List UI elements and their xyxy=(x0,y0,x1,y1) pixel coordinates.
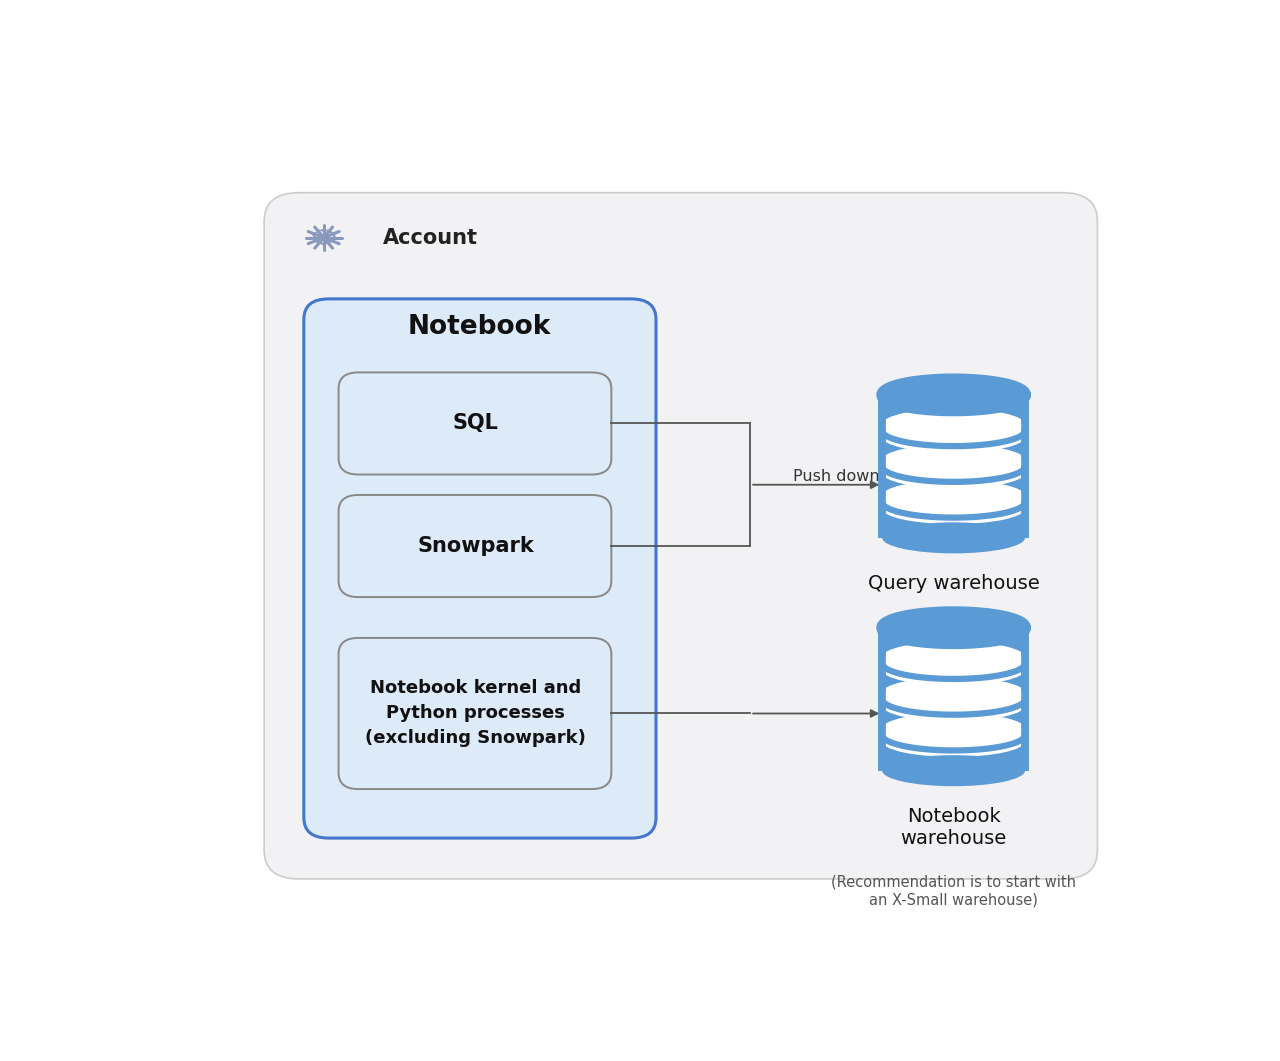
Text: Push down: Push down xyxy=(792,469,879,485)
Bar xyxy=(882,729,1025,742)
Text: Query warehouse: Query warehouse xyxy=(868,574,1039,593)
Ellipse shape xyxy=(882,755,1025,786)
Ellipse shape xyxy=(882,421,1025,453)
FancyBboxPatch shape xyxy=(264,193,1097,879)
Ellipse shape xyxy=(882,612,1025,643)
FancyBboxPatch shape xyxy=(303,299,657,838)
Ellipse shape xyxy=(882,445,1025,475)
Text: Notebook kernel and
Python processes
(excluding Snowpark): Notebook kernel and Python processes (ex… xyxy=(365,679,586,747)
Bar xyxy=(882,628,1025,770)
Ellipse shape xyxy=(882,408,1025,439)
Bar xyxy=(882,424,1025,437)
Bar xyxy=(882,495,1025,508)
Text: Notebook: Notebook xyxy=(408,314,552,341)
Ellipse shape xyxy=(882,677,1025,709)
FancyBboxPatch shape xyxy=(338,372,612,474)
Ellipse shape xyxy=(882,690,1025,721)
Text: Account: Account xyxy=(383,228,479,247)
Ellipse shape xyxy=(882,642,1025,673)
Text: (Recommendation is to start with
an X-Small warehouse): (Recommendation is to start with an X-Sm… xyxy=(831,875,1076,907)
Bar xyxy=(882,693,1025,706)
Ellipse shape xyxy=(882,713,1025,744)
Ellipse shape xyxy=(882,493,1025,524)
Text: Snowpark: Snowpark xyxy=(417,536,534,556)
Ellipse shape xyxy=(882,380,1025,411)
Ellipse shape xyxy=(882,522,1025,554)
Ellipse shape xyxy=(882,726,1025,756)
Ellipse shape xyxy=(882,457,1025,488)
Ellipse shape xyxy=(882,481,1025,511)
Bar xyxy=(882,395,1025,538)
Ellipse shape xyxy=(882,655,1025,685)
Text: Notebook
warehouse: Notebook warehouse xyxy=(900,807,1007,848)
Bar xyxy=(882,459,1025,473)
FancyBboxPatch shape xyxy=(338,494,612,597)
Text: SQL: SQL xyxy=(453,413,498,433)
Bar xyxy=(882,657,1025,669)
FancyBboxPatch shape xyxy=(338,638,612,789)
